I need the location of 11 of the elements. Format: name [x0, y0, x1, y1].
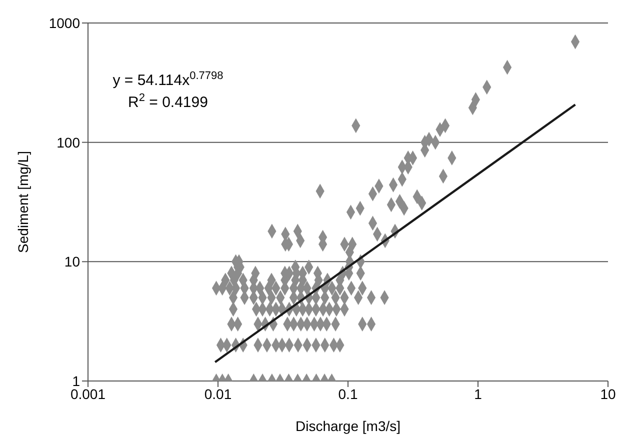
y-tick-label: 100 [56, 134, 80, 150]
y-tick-label: 1000 [48, 14, 80, 31]
x-tick-label: 0.01 [204, 386, 232, 402]
x-tick-label: 10 [600, 386, 616, 402]
x-tick-label: 0.1 [338, 386, 358, 402]
y-tick-label: 10 [64, 254, 80, 270]
x-axis-title: Discharge [m3/s] [295, 418, 401, 434]
annotation: R$^{2}$ = 0.4199 [128, 92, 208, 111]
annotation: y = 54.114x$^{0.7798}$ [112, 70, 224, 89]
y-axis-title: Sediment [mg/L] [14, 151, 31, 253]
x-tick-label: 1 [474, 386, 482, 402]
